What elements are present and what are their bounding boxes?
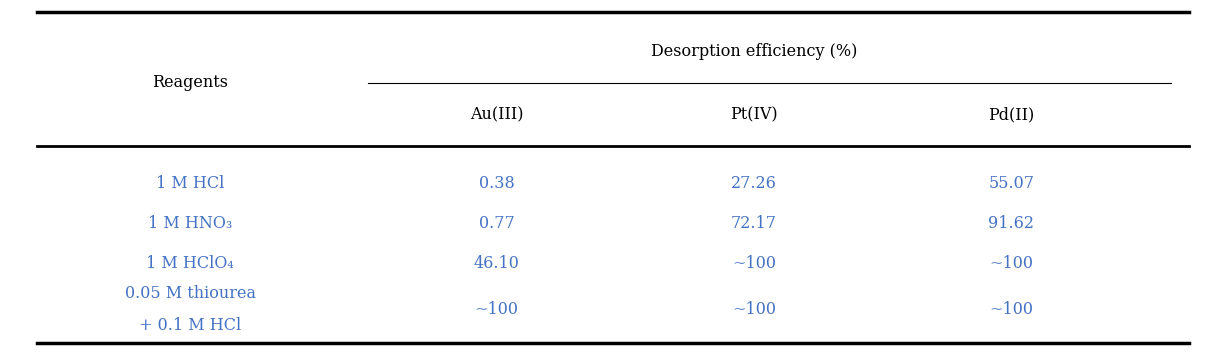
- Text: ~100: ~100: [989, 256, 1034, 272]
- Text: ~100: ~100: [474, 301, 519, 318]
- Text: + 0.1 M HCl: + 0.1 M HCl: [139, 317, 242, 334]
- Text: ~100: ~100: [732, 301, 776, 318]
- Text: 27.26: 27.26: [731, 175, 777, 191]
- Text: 0.05 M thiourea: 0.05 M thiourea: [125, 285, 255, 302]
- Text: Pd(II): Pd(II): [988, 106, 1035, 123]
- Text: Pt(IV): Pt(IV): [731, 106, 777, 123]
- Text: 55.07: 55.07: [988, 175, 1035, 191]
- Text: ~100: ~100: [989, 301, 1034, 318]
- Text: Desorption efficiency (%): Desorption efficiency (%): [651, 43, 857, 59]
- Text: 1 M HCl: 1 M HCl: [156, 175, 224, 191]
- Text: ~100: ~100: [732, 256, 776, 272]
- Text: 72.17: 72.17: [731, 215, 777, 232]
- Text: 0.77: 0.77: [478, 215, 515, 232]
- Text: 46.10: 46.10: [473, 256, 520, 272]
- Text: 0.38: 0.38: [478, 175, 515, 191]
- Text: 1 M HClO₄: 1 M HClO₄: [146, 256, 234, 272]
- Text: Au(III): Au(III): [470, 106, 524, 123]
- Text: 91.62: 91.62: [988, 215, 1035, 232]
- Text: 1 M HNO₃: 1 M HNO₃: [148, 215, 232, 232]
- Text: Reagents: Reagents: [152, 74, 228, 91]
